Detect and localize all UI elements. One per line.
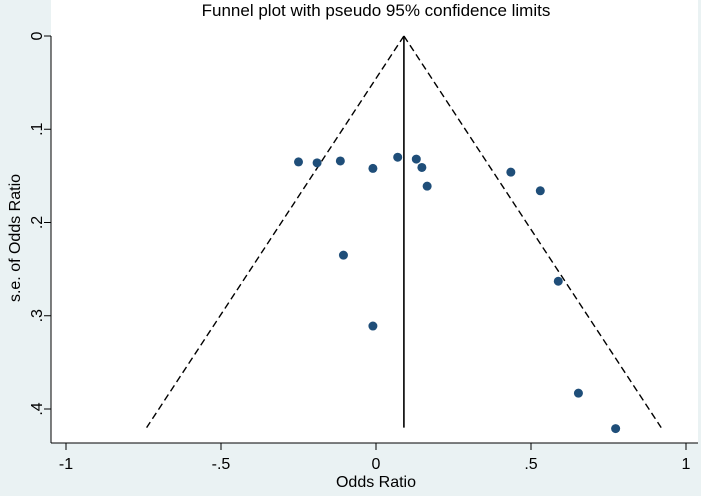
data-point <box>338 250 348 260</box>
axes: -1 -.5 0 .5 1 0 .1 .2 .3 .4 <box>29 31 698 473</box>
x-tick-label: 0 <box>372 456 381 473</box>
data-point <box>368 163 378 173</box>
data-points <box>294 152 621 434</box>
data-point <box>553 276 563 286</box>
data-point <box>417 162 427 172</box>
plot-area <box>51 0 698 443</box>
lower-confidence-limit <box>146 35 405 429</box>
data-point <box>312 158 322 168</box>
x-tick-label: -1 <box>59 456 73 473</box>
y-tick-label: .1 <box>29 122 46 135</box>
x-tick-label: .5 <box>524 456 537 473</box>
data-point <box>535 186 545 196</box>
data-point <box>573 388 583 398</box>
data-point <box>506 167 516 177</box>
x-tick-label: 1 <box>682 456 691 473</box>
x-axis-label: Odds Ratio <box>336 474 416 491</box>
data-point <box>335 156 345 166</box>
y-tick-label: .3 <box>29 309 46 322</box>
x-tick-label: -.5 <box>212 456 231 473</box>
chart-title: Funnel plot with pseudo 95% confidence l… <box>202 1 551 20</box>
y-tick-label: .2 <box>29 216 46 229</box>
data-point <box>294 157 303 167</box>
data-point <box>611 424 621 434</box>
y-tick-label: .4 <box>29 402 46 415</box>
data-point <box>411 154 421 164</box>
y-tick-label: 0 <box>29 31 46 40</box>
upper-confidence-limit <box>403 35 662 429</box>
data-point <box>368 321 378 331</box>
y-axis-label: s.e. of Odds Ratio <box>7 174 24 302</box>
data-point <box>422 181 432 191</box>
data-point <box>393 152 403 162</box>
funnel-lines <box>146 35 662 429</box>
